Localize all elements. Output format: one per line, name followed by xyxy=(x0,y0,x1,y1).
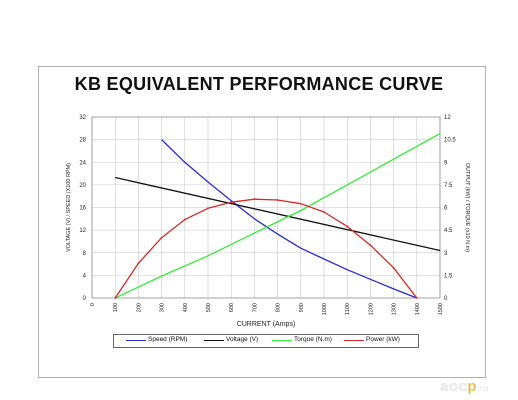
point-power xyxy=(230,201,233,204)
chart-frame xyxy=(38,66,486,378)
x-tick-label: 1100 xyxy=(345,303,351,315)
y-right-tick-label: 4.5 xyxy=(444,228,453,234)
point-power xyxy=(323,211,325,213)
point-power xyxy=(392,266,395,269)
legend-label-torque: Torque (N.m) xyxy=(294,336,332,343)
series-line-voltage xyxy=(115,176,441,252)
x-tick-label: 400 xyxy=(183,303,189,312)
legend-label-voltage: Voltage (V) xyxy=(226,336,259,343)
x-tick-label: 800 xyxy=(276,303,282,312)
legend-swatch-voltage xyxy=(204,340,224,341)
y-right-tick-label: 3 xyxy=(444,251,448,257)
x-tick-label: 200 xyxy=(136,303,142,312)
legend-label-speed: Speed (RPM) xyxy=(148,336,188,343)
point-power xyxy=(299,202,302,205)
y-left-tick-label: 32 xyxy=(79,115,86,121)
y-right-tick-label: 10.5 xyxy=(444,138,456,144)
x-axis-title: CURRENT (Amps) xyxy=(237,321,296,328)
watermark-suffix: .ru xyxy=(477,383,490,393)
point-power xyxy=(114,297,117,299)
legend-swatch-torque xyxy=(272,340,292,341)
x-tick-label: 1500 xyxy=(438,303,444,315)
legend-swatch-power xyxy=(344,340,364,341)
y-right-tick-label: 1.5 xyxy=(444,273,453,279)
chart-legend: Speed (RPM) Voltage (V) Torque (N.m) Pow… xyxy=(113,334,419,348)
x-tick-label: 0 xyxy=(90,303,96,306)
x-tick-label: 900 xyxy=(299,303,305,312)
plot-area-border xyxy=(91,116,441,299)
point-power xyxy=(183,218,186,221)
x-tick-label: 1400 xyxy=(415,303,421,315)
watermark-logo: aocp.ru xyxy=(440,378,489,395)
chart-title: KB EQUIVALENT PERFORMANCE CURVE xyxy=(74,74,444,94)
point-power xyxy=(415,297,418,299)
x-tick-label: 500 xyxy=(206,303,212,312)
y-left-tick-label: 4 xyxy=(83,273,87,279)
x-tick-label: 1300 xyxy=(392,303,398,315)
x-tick-label: 300 xyxy=(160,303,166,312)
y-right-tick-label: 7.5 xyxy=(444,183,453,189)
x-tick-label: 1000 xyxy=(322,303,328,315)
point-power xyxy=(253,198,256,201)
y-left-tick-label: 20 xyxy=(79,183,86,189)
legend-swatch-speed xyxy=(126,340,146,341)
x-tick-label: 100 xyxy=(113,303,119,312)
series-line-torque xyxy=(114,133,441,299)
x-tick-label: 700 xyxy=(252,303,258,312)
point-power xyxy=(207,207,209,210)
y-right-tick-label: 9 xyxy=(444,160,448,166)
y-left-tick-label: 8 xyxy=(83,251,87,257)
y-left-axis-title: VOLTAGE (V) / SPEED (X100 RPM) xyxy=(66,163,72,252)
watermark-brand: aoc xyxy=(440,378,468,395)
y-left-tick-label: 16 xyxy=(79,206,86,212)
point-power xyxy=(160,236,163,239)
legend-label-power: Power (kW) xyxy=(366,336,400,343)
y-left-tick-label: 28 xyxy=(79,138,86,144)
y-left-tick-label: 0 xyxy=(83,296,87,302)
y-right-axis-title: OUTPUT (kW) / TORQUE (x10 N.m) xyxy=(464,163,470,252)
series-line-speed xyxy=(161,139,418,299)
y-right-tick-label: 12 xyxy=(444,115,451,121)
point-power xyxy=(346,225,349,228)
point-power xyxy=(137,262,140,265)
watermark-dot: p xyxy=(467,378,478,395)
y-right-tick-label: 6 xyxy=(444,206,448,212)
point-power xyxy=(369,244,372,247)
point-power xyxy=(276,199,279,201)
y-left-tick-label: 24 xyxy=(79,160,86,166)
y-left-tick-label: 12 xyxy=(79,228,86,234)
series-line-power xyxy=(114,198,418,299)
x-tick-label: 600 xyxy=(229,303,235,312)
y-right-tick-label: 0 xyxy=(444,296,448,302)
x-tick-label: 1200 xyxy=(368,303,374,315)
